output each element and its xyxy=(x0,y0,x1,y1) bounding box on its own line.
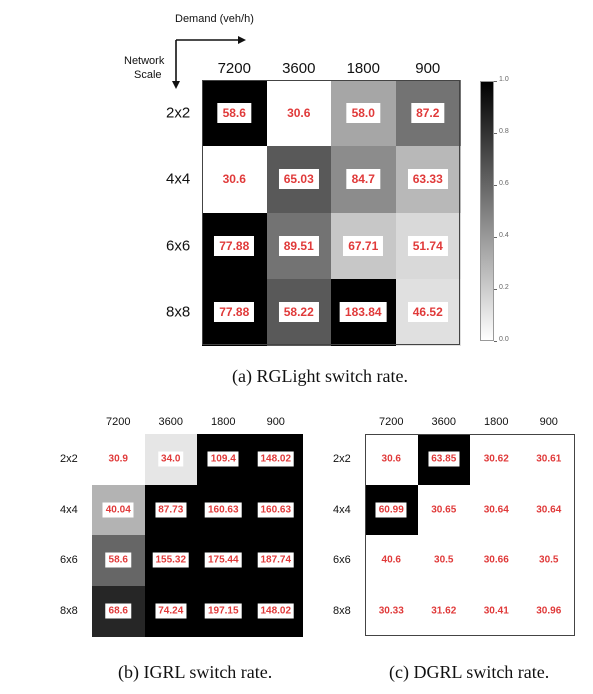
cell-value-label: 197.15 xyxy=(204,603,242,619)
row-label: 4x4 xyxy=(333,503,351,516)
cell-value-label: 155.32 xyxy=(152,552,190,568)
cell-value-label: 40.6 xyxy=(378,552,404,568)
cell-value-label: 160.63 xyxy=(257,502,295,518)
chart-caption: (b) IGRL switch rate. xyxy=(118,662,273,682)
column-label: 1800 xyxy=(211,416,236,428)
cell-value-label: 183.84 xyxy=(339,301,387,322)
cell-value-label: 65.03 xyxy=(278,169,319,190)
heatmap-frame xyxy=(365,434,575,636)
colorbar xyxy=(480,81,494,341)
cell-value-label: 63.85 xyxy=(428,451,460,467)
cell-value-label: 30.9 xyxy=(105,451,131,467)
y-axis-title-line: Scale xyxy=(134,69,162,81)
cell-value-label: 34.0 xyxy=(158,451,184,467)
cell-value-label: 30.61 xyxy=(533,451,565,467)
colorbar-tick-label: 0.4 xyxy=(499,232,509,239)
colorbar-tick-mark xyxy=(494,81,497,82)
cell-value-label: 30.33 xyxy=(375,603,407,619)
column-label: 900 xyxy=(415,60,441,77)
row-label: 8x8 xyxy=(166,303,191,321)
cell-value-label: 187.74 xyxy=(257,552,295,568)
cell-value-label: 68.6 xyxy=(105,603,131,619)
cell-value-label: 46.52 xyxy=(407,301,448,322)
chart-caption: (a) RGLight switch rate. xyxy=(232,366,408,386)
cell-value-label: 74.24 xyxy=(155,603,187,619)
row-label: 6x6 xyxy=(333,554,351,567)
cell-value-label: 67.71 xyxy=(343,235,384,256)
colorbar-tick-mark xyxy=(494,341,497,342)
cell-value-label: 30.96 xyxy=(533,603,565,619)
colorbar-tick-label: 0.8 xyxy=(499,128,509,135)
cell-value-label: 30.6 xyxy=(282,103,316,124)
axis-arrows xyxy=(172,36,246,89)
column-label: 1800 xyxy=(346,60,380,77)
chart-caption: (c) DGRL switch rate. xyxy=(389,662,550,682)
cell-value-label: 30.62 xyxy=(480,451,512,467)
cell-value-label: 87.2 xyxy=(411,103,445,124)
cell-value-label: 60.99 xyxy=(375,502,407,518)
cell-value-label: 58.0 xyxy=(346,103,380,124)
column-label: 7200 xyxy=(379,416,404,428)
cell-value-label: 58.6 xyxy=(217,103,251,124)
cell-value-label: 30.6 xyxy=(378,451,404,467)
colorbar-tick-label: 0.2 xyxy=(499,284,509,291)
row-label: 6x6 xyxy=(166,237,191,255)
cell-value-label: 58.22 xyxy=(278,301,319,322)
row-label: 2x2 xyxy=(333,453,351,466)
row-label: 4x4 xyxy=(166,170,191,188)
cell-value-label: 30.5 xyxy=(431,552,457,568)
cell-value-label: 30.65 xyxy=(428,502,460,518)
cell-value-label: 148.02 xyxy=(257,451,295,467)
x-axis-arrow-head xyxy=(238,36,246,44)
colorbar-tick-mark xyxy=(494,185,497,186)
column-label: 1800 xyxy=(484,416,509,428)
cell-value-label: 63.33 xyxy=(407,169,448,190)
colorbar-tick-mark xyxy=(494,289,497,290)
colorbar-tick-label: 0.6 xyxy=(499,180,509,187)
row-label: 2x2 xyxy=(60,453,78,466)
column-label: 3600 xyxy=(282,60,316,77)
cell-value-label: 148.02 xyxy=(257,603,295,619)
heatmap-frame xyxy=(202,80,460,345)
column-label: 3600 xyxy=(158,416,183,428)
row-label: 2x2 xyxy=(166,104,191,122)
cell-value-label: 84.7 xyxy=(346,169,380,190)
cell-value-label: 77.88 xyxy=(214,301,255,322)
cell-value-label: 30.41 xyxy=(480,603,512,619)
cell-value-label: 30.6 xyxy=(217,169,251,190)
row-label: 8x8 xyxy=(60,604,78,617)
cell-value-label: 87.73 xyxy=(155,502,187,518)
cell-value-label: 30.64 xyxy=(533,502,565,518)
cell-value-label: 30.66 xyxy=(480,552,512,568)
cell-value-label: 30.5 xyxy=(536,552,562,568)
colorbar-tick-mark xyxy=(494,237,497,238)
cell-value-label: 89.51 xyxy=(278,235,319,256)
colorbar-tick-mark xyxy=(494,133,497,134)
column-label: 900 xyxy=(539,416,558,428)
cell-value-label: 30.64 xyxy=(480,502,512,518)
cell-value-label: 175.44 xyxy=(204,552,242,568)
cell-value-label: 40.04 xyxy=(102,502,134,518)
y-axis-arrow-head xyxy=(172,81,180,89)
colorbar-tick-label: 0.0 xyxy=(499,336,509,343)
x-axis-title: Demand (veh/h) xyxy=(175,13,254,25)
y-axis-title-line: Network xyxy=(124,55,165,67)
cell-value-label: 58.6 xyxy=(105,552,131,568)
column-label: 3600 xyxy=(431,416,456,428)
row-label: 6x6 xyxy=(60,554,78,567)
cell-value-label: 77.88 xyxy=(214,235,255,256)
column-label: 900 xyxy=(266,416,285,428)
cell-value-label: 109.4 xyxy=(207,451,239,467)
cell-value-label: 31.62 xyxy=(428,603,460,619)
row-label: 4x4 xyxy=(60,503,78,516)
column-label: 7200 xyxy=(217,60,251,77)
colorbar-tick-label: 1.0 xyxy=(499,76,509,83)
column-label: 7200 xyxy=(106,416,131,428)
row-label: 8x8 xyxy=(333,604,351,617)
cell-value-label: 51.74 xyxy=(407,235,448,256)
cell-value-label: 160.63 xyxy=(204,502,242,518)
